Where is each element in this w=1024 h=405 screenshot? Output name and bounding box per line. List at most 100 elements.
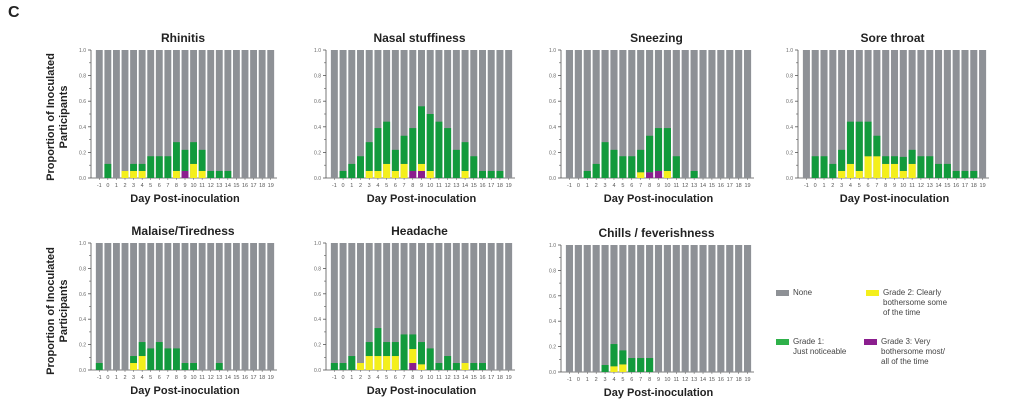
y-tick-label: 0.2: [549, 345, 556, 351]
bar-grade1: [961, 170, 969, 178]
legend-swatch-grade1: [776, 339, 789, 345]
bar-none: [811, 50, 819, 178]
x-tick-label: 19: [268, 375, 274, 381]
bar-none: [726, 245, 734, 372]
x-tick-label: 17: [251, 375, 257, 381]
x-tick-label: 6: [630, 183, 633, 189]
y-tick-label: 1.0: [549, 243, 556, 249]
bar-none: [565, 245, 574, 372]
bar-none: [233, 243, 240, 370]
bar-grade1: [663, 128, 671, 171]
bar-none: [267, 50, 275, 178]
bar-grade1: [164, 348, 172, 370]
bar-grade1: [138, 342, 146, 357]
legend-label-none: None: [793, 288, 813, 297]
bar-grade2: [383, 163, 391, 178]
bar-none: [95, 50, 103, 178]
x-tick-label: 2: [831, 183, 834, 189]
bar-grade1: [619, 350, 627, 365]
bar-none: [173, 243, 180, 370]
x-tick-label: 12: [445, 375, 451, 381]
x-tick-label: 17: [488, 375, 494, 381]
x-tick-label: 16: [479, 375, 485, 381]
bar-none: [224, 243, 232, 370]
legend-grade2-line3: of the time: [883, 308, 921, 317]
x-tick-label: 10: [900, 183, 906, 189]
bar-grade1: [365, 142, 373, 171]
bar-none: [426, 243, 434, 370]
bar-none: [444, 243, 452, 370]
x-tick-label: 15: [471, 375, 477, 381]
bar-grade2: [418, 163, 425, 171]
bar-grade1: [654, 128, 663, 171]
y-tick-label: 0.8: [549, 74, 556, 80]
x-tick-label: 15: [471, 183, 477, 189]
x-axis-title: Day Post-inoculation: [604, 387, 714, 399]
bar-grade1: [190, 142, 197, 164]
bar-none: [610, 50, 618, 178]
bar-none: [708, 50, 716, 178]
y-tick-label: 0.2: [79, 150, 86, 156]
x-tick-label: 1: [586, 183, 589, 189]
bar-grade1: [926, 156, 934, 178]
x-tick-label: 14: [462, 375, 468, 381]
x-tick-label: 6: [158, 183, 161, 189]
x-tick-label: 13: [216, 375, 222, 381]
bar-grade1: [838, 149, 846, 171]
bar-grade1: [339, 170, 347, 178]
bar-none: [461, 243, 469, 370]
bar-none: [637, 50, 645, 178]
y-tick-label: 0.2: [314, 150, 321, 156]
x-tick-label: 10: [664, 377, 670, 383]
bar-grade1: [646, 358, 654, 372]
x-axis-title: Day Post-inoculation: [367, 193, 477, 205]
x-tick-label: 9: [420, 375, 423, 381]
bar-none: [418, 243, 425, 370]
bar-none: [619, 50, 627, 178]
bar-grade1: [601, 365, 609, 372]
bar-grade1: [470, 156, 478, 178]
panel-letter: C: [8, 4, 20, 21]
x-tick-label: 8: [175, 183, 178, 189]
bar-grade1: [400, 135, 408, 164]
bar-grade1: [147, 156, 155, 178]
bar-grade1: [610, 344, 618, 367]
y-tick-label: 0.4: [786, 125, 793, 131]
bar-grade2: [461, 363, 469, 370]
bar-none: [574, 50, 582, 178]
chart-title-sore-throat: Sore throat: [860, 31, 924, 45]
y-tick-label: 0.4: [79, 317, 86, 323]
x-tick-label: 18: [259, 183, 265, 189]
bar-none: [374, 50, 382, 178]
legend-label-grade1: Grade 1: Just noticeable: [793, 337, 873, 357]
bar-none: [583, 245, 591, 372]
x-tick-label: -1: [97, 183, 102, 189]
bar-none: [628, 245, 636, 372]
bar-grade2: [637, 172, 645, 178]
bar-none: [743, 50, 752, 178]
y-tick-label: 1.0: [314, 241, 321, 247]
x-tick-label: 15: [233, 375, 239, 381]
x-tick-label: 16: [718, 377, 724, 383]
y-tick-label: 0.0: [786, 176, 793, 182]
y-tick-label: 0.2: [79, 343, 86, 349]
x-tick-label: 11: [673, 377, 679, 383]
bar-grade2: [391, 170, 399, 178]
x-tick-label: 8: [175, 375, 178, 381]
x-tick-label: 11: [436, 375, 442, 381]
legend-label-grade2: Grade 2: Clearly bothersome some of the …: [883, 288, 963, 318]
bar-none: [690, 50, 698, 178]
x-tick-label: 4: [849, 183, 852, 189]
bar-grade3: [654, 170, 663, 178]
x-tick-label: -1: [567, 183, 572, 189]
x-tick-label: 14: [462, 183, 468, 189]
bar-grade1: [496, 170, 504, 178]
bar-grade2: [374, 356, 382, 370]
bar-none: [592, 245, 600, 372]
bar-grade1: [583, 170, 591, 178]
x-tick-label: 16: [242, 183, 248, 189]
bar-grade2: [198, 170, 206, 178]
x-tick-label: 11: [199, 375, 205, 381]
bar-none: [663, 50, 671, 178]
bar-grade1: [104, 163, 112, 178]
